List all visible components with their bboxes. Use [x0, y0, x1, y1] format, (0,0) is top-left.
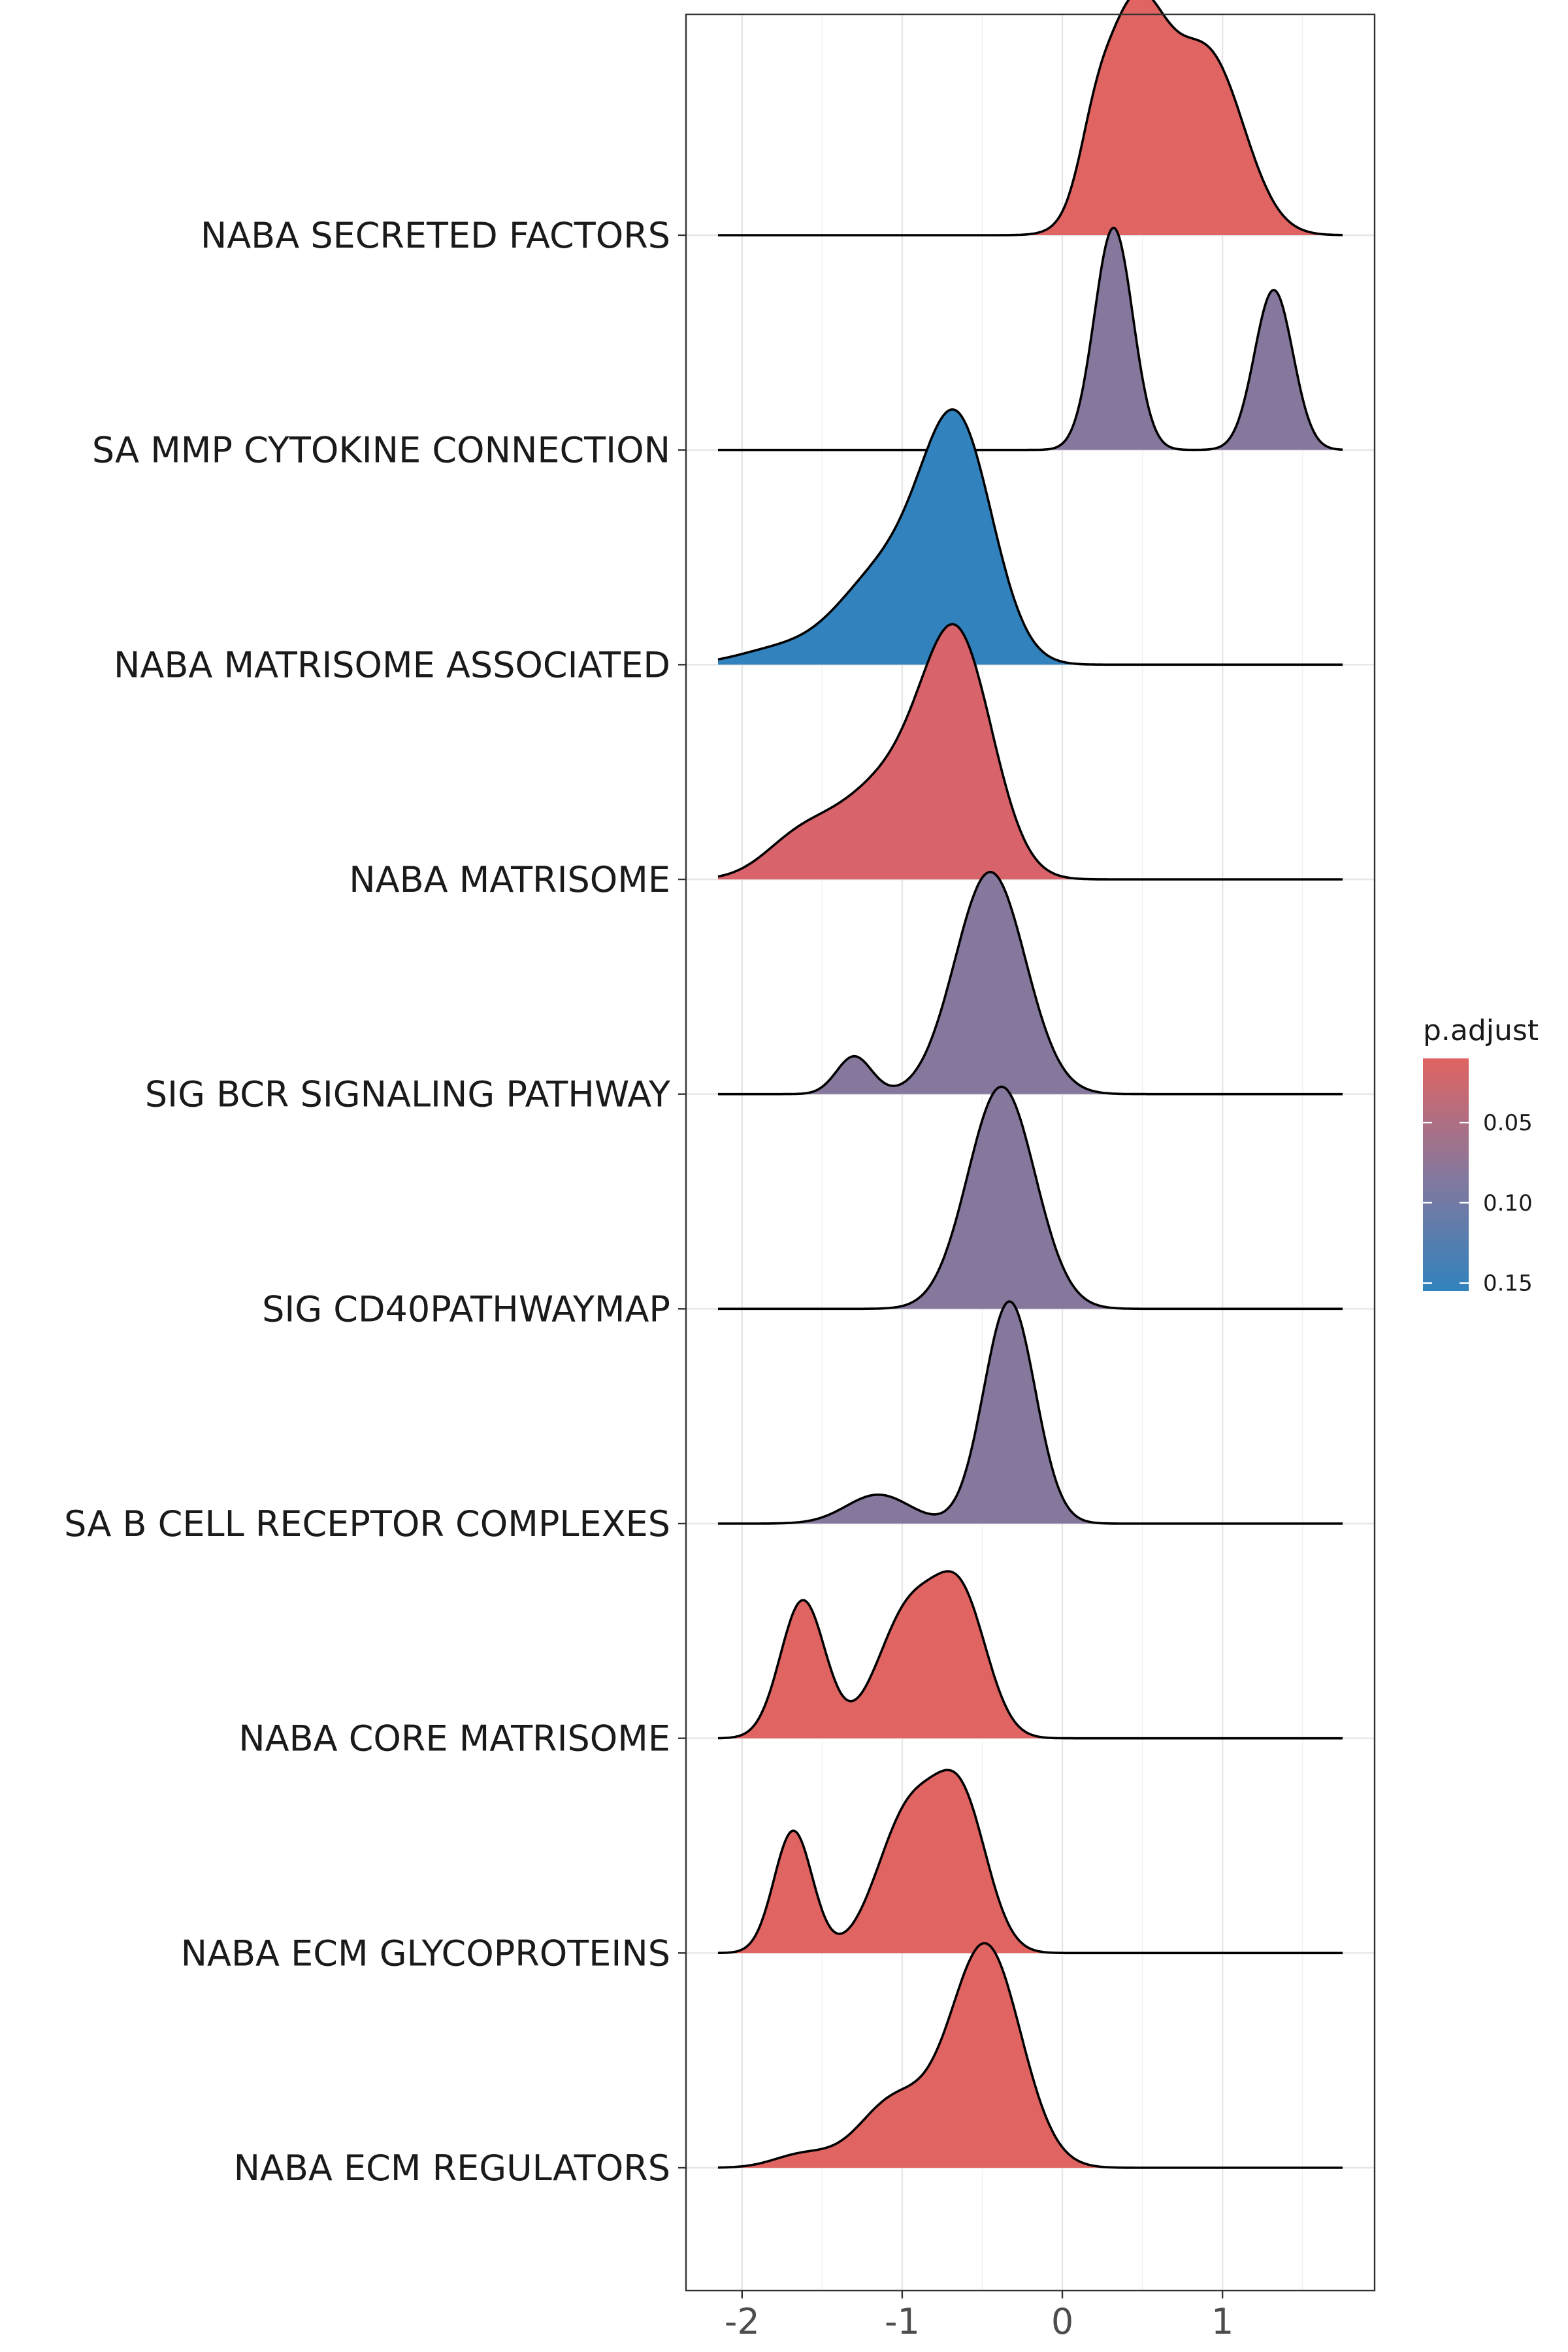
ridge-outline	[718, 1769, 1343, 1955]
y-tick-label: NABA SECRETED FACTORS	[201, 215, 670, 256]
y-tick-label: SIG BCR SIGNALING PATHWAY	[145, 1074, 671, 1115]
ridge-outline	[718, 227, 1343, 451]
y-tick-label: SA B CELL RECEPTOR COMPLEXES	[64, 1503, 670, 1544]
color-legend: p.adjust 0.05 0.10 0.15	[1423, 1014, 1539, 1297]
plot-panel-border	[685, 13, 1376, 2292]
ridge-fill	[718, 624, 1343, 879]
ridge-fill	[718, 227, 1343, 450]
x-tick-label: -2	[725, 2301, 760, 2342]
ridge-fill	[718, 1943, 1343, 2168]
ridge-outline	[717, 623, 1343, 881]
ridge-fill	[718, 1571, 1343, 1739]
density-ridges	[717, 0, 1343, 2169]
ridge-outline	[717, 408, 1343, 666]
legend-tick-label: 0.15	[1483, 1271, 1533, 1297]
ridge-outline	[718, 1942, 1343, 2169]
y-tick-label: NABA MATRISOME ASSOCIATED	[114, 644, 670, 685]
ridge-fill	[718, 0, 1343, 235]
y-tick-label: SA MMP CYTOKINE CONNECTION	[92, 430, 670, 471]
y-tick-label: SIG CD40PATHWAYMAP	[262, 1288, 670, 1330]
ridge-fill	[718, 409, 1343, 665]
ridge-outline	[718, 0, 1343, 237]
legend-colorbar	[1423, 1058, 1469, 1291]
ridge-fill	[718, 1770, 1343, 1953]
y-tick-label: NABA MATRISOME	[349, 859, 670, 900]
y-axis: NABA SECRETED FACTORS SA MMP CYTOKINE CON…	[64, 215, 686, 2189]
ridge-fill	[718, 1086, 1343, 1309]
ridge-outline	[718, 870, 1343, 1096]
ridge-outline	[718, 1570, 1343, 1740]
y-tick-label: NABA CORE MATRISOME	[238, 1718, 670, 1759]
x-tick-label: -1	[885, 2301, 920, 2342]
ridge-outline	[718, 1085, 1343, 1311]
legend-tick-label: 0.10	[1483, 1190, 1533, 1217]
x-axis: -2 -1 0 1	[725, 2291, 1233, 2342]
x-tick-label: 0	[1051, 2301, 1073, 2342]
y-tick-label: NABA ECM REGULATORS	[234, 2148, 670, 2189]
ridge-outline	[718, 1300, 1343, 1525]
legend-tick-label: 0.05	[1483, 1110, 1533, 1136]
ridge-fill	[718, 1301, 1343, 1524]
x-tick-label: 1	[1211, 2301, 1233, 2342]
y-tick-label: NABA ECM GLYCOPROTEINS	[181, 1933, 670, 1974]
legend-title: p.adjust	[1423, 1014, 1539, 1047]
legend-ticks: 0.05 0.10 0.15	[1423, 1110, 1533, 1297]
ridge-fill	[718, 872, 1343, 1094]
